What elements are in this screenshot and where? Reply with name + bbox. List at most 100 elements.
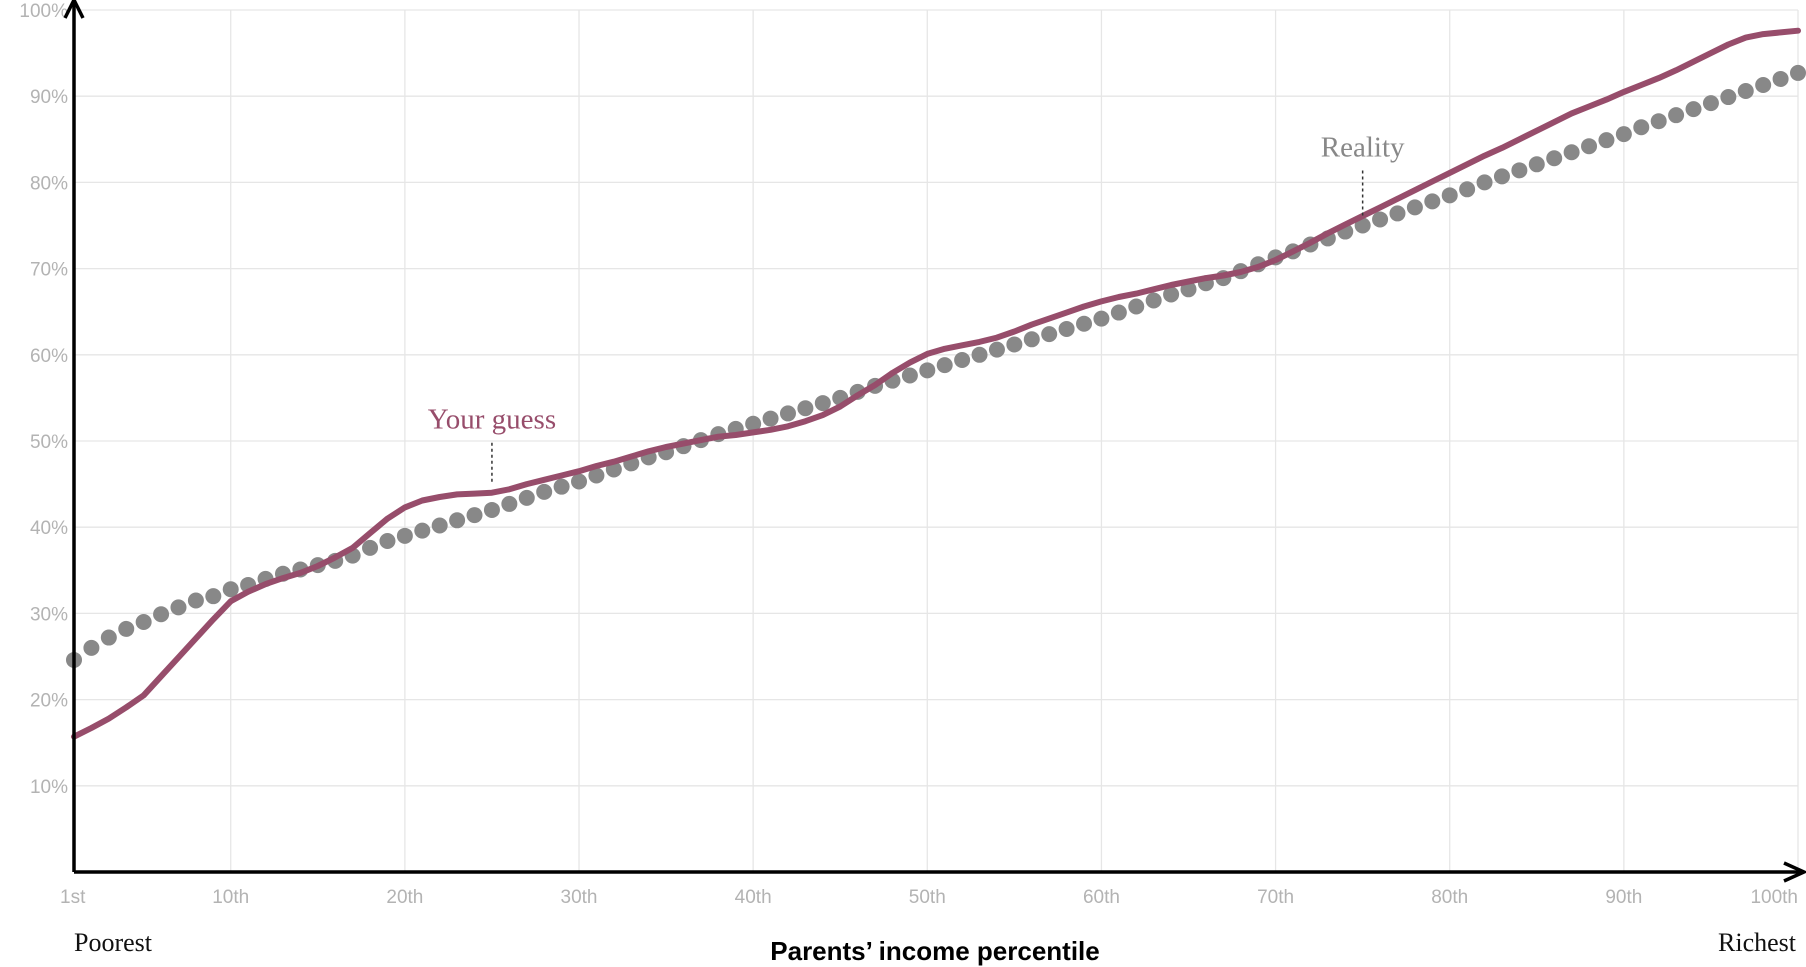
reality-point: [83, 639, 100, 656]
reality-point: [1511, 162, 1528, 179]
reality-point: [466, 507, 483, 524]
reality-point: [536, 483, 553, 500]
x-tick-labels: 1st 10th 20th 30th 40th 50th 60th 70th 80th 90th 1…: [60, 887, 1798, 908]
reality-point: [501, 495, 518, 512]
reality-point: [797, 400, 814, 417]
y-tick-label: 80%: [30, 173, 68, 194]
reality-point: [971, 346, 988, 363]
reality-point: [988, 341, 1005, 358]
reality-point: [954, 351, 971, 368]
reality-annotation: Reality: [1321, 132, 1405, 164]
axes: [63, 0, 1806, 883]
reality-point: [1406, 199, 1423, 216]
reality-point: [571, 473, 588, 490]
reality-point: [518, 489, 535, 506]
y-axis-arrowhead: [63, 0, 85, 19]
reality-point: [1006, 336, 1023, 353]
reality-point: [100, 629, 117, 646]
reality-point: [1076, 315, 1093, 332]
reality-point: [814, 395, 831, 412]
guess-line: [71, 27, 1801, 740]
reality-point: [1441, 187, 1458, 204]
reality-point: [1615, 126, 1632, 143]
reality-point: [1598, 132, 1615, 149]
reality-point: [187, 592, 204, 609]
x-tick-label: 30th: [561, 887, 598, 908]
reality-point: [205, 588, 222, 605]
reality-point: [362, 539, 379, 556]
reality-point: [449, 512, 466, 529]
reality-point: [1755, 76, 1772, 93]
grid-lines: [74, 9, 1799, 872]
y-tick-label: 40%: [30, 518, 68, 539]
reality-point: [1354, 217, 1371, 234]
y-tick-label: 50%: [30, 432, 68, 453]
x-tick-label: 100th: [1750, 887, 1798, 908]
x-tick-label: 90th: [1605, 887, 1642, 908]
reality-point: [1476, 174, 1493, 191]
reality-point: [396, 527, 413, 544]
x-tick-label: 60th: [1083, 887, 1120, 908]
x-tick-label: 70th: [1257, 887, 1294, 908]
reality-point: [1546, 150, 1563, 167]
x-tick-label: 80th: [1431, 887, 1468, 908]
reality-point: [1633, 119, 1650, 136]
reality-point: [1563, 144, 1580, 161]
reality-point: [1702, 95, 1719, 112]
x-tick-label: 1st: [60, 887, 86, 908]
reality-point: [1110, 304, 1127, 321]
reality-point: [1128, 298, 1145, 315]
reality-point: [1685, 101, 1702, 118]
reality-point: [135, 614, 152, 631]
reality-point: [588, 467, 605, 484]
y-tick-label: 30%: [30, 604, 68, 625]
reality-point: [170, 599, 187, 616]
reality-point: [919, 362, 936, 379]
reality-point: [483, 501, 500, 518]
reality-point: [1372, 211, 1389, 228]
guess-series: [71, 27, 1801, 740]
y-tick-labels: 10% 20% 30% 40% 50% 60% 70% 80% 90% 100%: [19, 1, 68, 798]
reality-point: [1459, 181, 1476, 198]
reality-point: [762, 410, 779, 427]
reality-point: [414, 522, 431, 539]
x-axis-right-label: Richest: [1718, 928, 1797, 957]
reality-point: [745, 415, 762, 432]
reality-point: [901, 367, 918, 384]
reality-point: [779, 405, 796, 422]
reality-point: [1145, 292, 1162, 309]
reality-point: [1790, 64, 1806, 81]
x-axis-left-label: Poorest: [74, 928, 153, 957]
reality-point: [118, 620, 135, 637]
reality-point: [1493, 168, 1510, 185]
reality-point: [936, 357, 953, 374]
y-tick-label: 90%: [30, 87, 68, 108]
x-tick-label: 40th: [735, 887, 772, 908]
reality-point: [431, 517, 448, 534]
reality-series: [66, 64, 1806, 668]
y-tick-label: 60%: [30, 346, 68, 367]
y-tick-label: 70%: [30, 260, 68, 281]
x-tick-label: 20th: [386, 887, 423, 908]
reality-point: [222, 581, 239, 598]
annotations: Your guess Reality: [428, 132, 1405, 485]
reality-point: [1023, 331, 1040, 348]
y-tick-label: 20%: [30, 691, 68, 712]
x-axis-arrowhead: [1783, 861, 1806, 883]
x-tick-label: 50th: [909, 887, 946, 908]
guess-annotation: Your guess: [428, 404, 556, 436]
reality-point: [1163, 286, 1180, 303]
reality-point: [1650, 113, 1667, 130]
reality-point: [1093, 310, 1110, 327]
reality-point: [1058, 320, 1075, 337]
x-axis-title: Parents’ income percentile: [770, 936, 1099, 966]
reality-point: [553, 478, 570, 495]
reality-point: [1720, 89, 1737, 106]
reality-point: [379, 532, 396, 549]
reality-point: [1668, 107, 1685, 124]
reality-point: [1772, 70, 1789, 87]
reality-point: [1737, 83, 1754, 100]
reality-point: [1528, 156, 1545, 173]
reality-point: [1581, 138, 1598, 155]
